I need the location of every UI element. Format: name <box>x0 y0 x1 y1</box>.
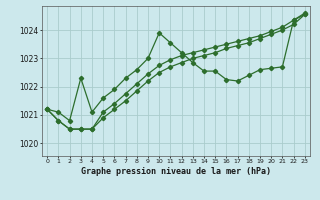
X-axis label: Graphe pression niveau de la mer (hPa): Graphe pression niveau de la mer (hPa) <box>81 167 271 176</box>
